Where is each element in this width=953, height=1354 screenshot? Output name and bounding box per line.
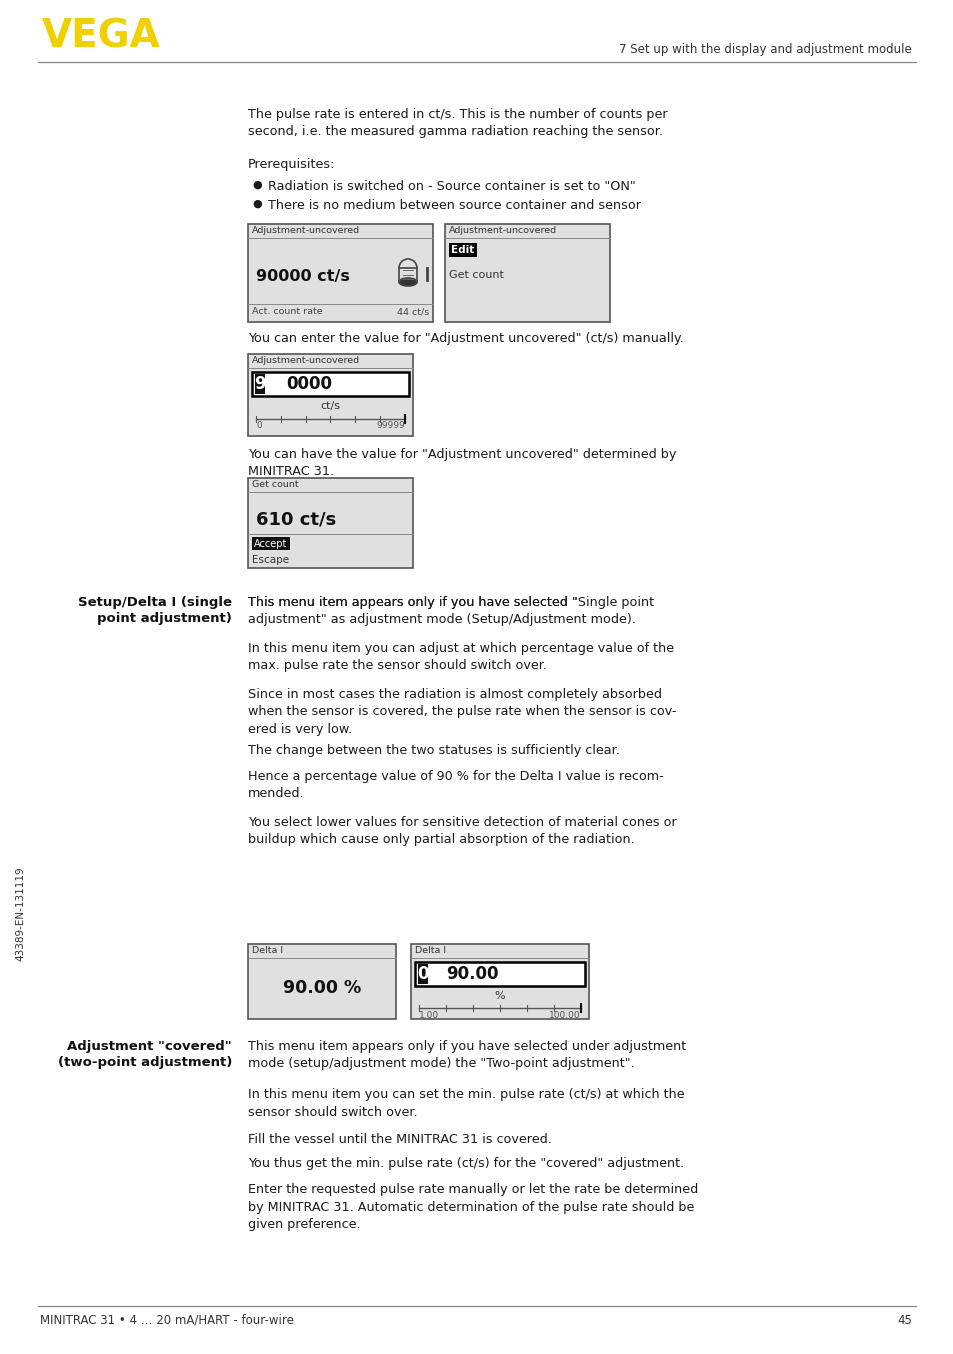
Text: Escape: Escape <box>252 555 289 565</box>
Bar <box>252 538 290 550</box>
Text: 100.00: 100.00 <box>549 1010 580 1020</box>
Text: 90000 ct/s: 90000 ct/s <box>255 268 350 283</box>
Text: Get count: Get count <box>252 481 298 489</box>
Text: Setup/Delta I (single
point adjustment): Setup/Delta I (single point adjustment) <box>78 596 232 626</box>
Text: ●: ● <box>252 199 261 209</box>
Text: Hence a percentage value of 90 % for the Delta I value is recom-
mended.: Hence a percentage value of 90 % for the… <box>248 770 663 800</box>
Text: 43389-EN-131119: 43389-EN-131119 <box>15 867 25 961</box>
Bar <box>444 223 609 322</box>
Text: Radiation is switched on - Source container is set to "ON": Radiation is switched on - Source contai… <box>268 180 635 194</box>
Text: 9: 9 <box>253 375 266 393</box>
Text: In this menu item you can adjust at which percentage value of the
max. pulse rat: In this menu item you can adjust at whic… <box>248 642 674 673</box>
Text: This menu item appears only if you have selected under adjustment
mode (setup/ad: This menu item appears only if you have … <box>248 1040 685 1071</box>
Bar <box>449 242 476 257</box>
Text: Edit: Edit <box>451 245 475 255</box>
Ellipse shape <box>398 278 416 286</box>
Text: This menu item appears only if you have selected ": This menu item appears only if you have … <box>248 596 578 609</box>
Text: 7 Set up with the display and adjustment module: 7 Set up with the display and adjustment… <box>618 43 911 56</box>
Text: Adjustment-uncovered: Adjustment-uncovered <box>252 226 359 236</box>
Bar <box>248 353 413 436</box>
Text: 0000: 0000 <box>286 375 332 393</box>
Text: Adjustment-uncovered: Adjustment-uncovered <box>449 226 557 236</box>
Text: The change between the two statuses is sufficiently clear.: The change between the two statuses is s… <box>248 743 619 757</box>
Text: 0: 0 <box>255 421 261 431</box>
Bar <box>411 944 588 1020</box>
Text: Adjustment "covered"
(two-point adjustment): Adjustment "covered" (two-point adjustme… <box>57 1040 232 1070</box>
Text: Adjustment-uncovered: Adjustment-uncovered <box>252 356 359 366</box>
Text: Enter the requested pulse rate manually or let the rate be determined
by MINITRA: Enter the requested pulse rate manually … <box>248 1183 698 1231</box>
Text: The pulse rate is entered in ct/s. This is the number of counts per
second, i.e.: The pulse rate is entered in ct/s. This … <box>248 108 667 138</box>
Text: 99999: 99999 <box>375 421 405 431</box>
Text: ●: ● <box>252 180 261 190</box>
Text: 90.00: 90.00 <box>446 965 498 983</box>
Text: VEGA: VEGA <box>42 18 161 56</box>
Text: Fill the vessel until the MINITRAC 31 is covered.: Fill the vessel until the MINITRAC 31 is… <box>248 1133 551 1145</box>
Text: Delta I: Delta I <box>252 946 283 955</box>
Text: 1.00: 1.00 <box>418 1010 438 1020</box>
Bar <box>248 223 433 322</box>
Bar <box>248 944 395 1020</box>
Text: ct/s: ct/s <box>319 401 339 412</box>
Text: 90.00 %: 90.00 % <box>283 979 361 997</box>
Text: MINITRAC 31 • 4 … 20 mA/HART - four-wire: MINITRAC 31 • 4 … 20 mA/HART - four-wire <box>40 1313 294 1327</box>
Text: 610 ct/s: 610 ct/s <box>255 510 335 529</box>
Text: You can enter the value for "Adjustment uncovered" (ct/s) manually.: You can enter the value for "Adjustment … <box>248 332 683 345</box>
Text: Act. count rate: Act. count rate <box>252 307 322 317</box>
Text: This menu item appears only if you have selected "Single point
adjustment" as ad: This menu item appears only if you have … <box>248 596 654 627</box>
Bar <box>248 478 413 567</box>
Bar <box>254 374 265 394</box>
Text: There is no medium between source container and sensor: There is no medium between source contai… <box>268 199 640 213</box>
Bar <box>415 961 584 986</box>
Text: %: % <box>495 991 505 1001</box>
Bar <box>417 964 428 984</box>
Text: 44 ct/s: 44 ct/s <box>396 307 429 317</box>
Text: You select lower values for sensitive detection of material cones or
buildup whi: You select lower values for sensitive de… <box>248 816 676 846</box>
Text: Get count: Get count <box>449 269 503 280</box>
Text: Since in most cases the radiation is almost completely absorbed
when the sensor : Since in most cases the radiation is alm… <box>248 688 676 737</box>
Text: You can have the value for "Adjustment uncovered" determined by
MINITRAC 31.: You can have the value for "Adjustment u… <box>248 448 676 478</box>
Text: You thus get the min. pulse rate (ct/s) for the "covered" adjustment.: You thus get the min. pulse rate (ct/s) … <box>248 1158 683 1170</box>
Text: Prerequisites:: Prerequisites: <box>248 158 335 171</box>
Text: 0: 0 <box>416 965 428 983</box>
Text: Delta I: Delta I <box>415 946 446 955</box>
Bar <box>398 268 416 282</box>
Bar <box>252 372 409 395</box>
Text: 45: 45 <box>896 1313 911 1327</box>
Text: Accept: Accept <box>254 539 288 548</box>
Text: In this menu item you can set the min. pulse rate (ct/s) at which the
sensor sho: In this menu item you can set the min. p… <box>248 1089 684 1118</box>
